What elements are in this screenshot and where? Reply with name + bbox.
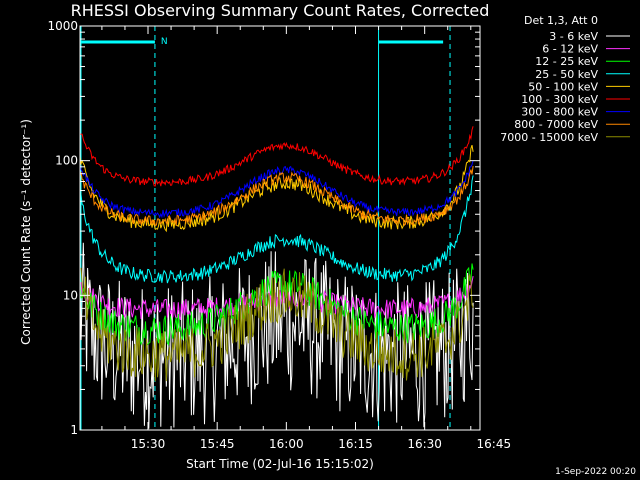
legend-entry-label: 3 - 6 keV	[549, 30, 598, 43]
legend-entry-label: 7000 - 15000 keV	[500, 131, 598, 144]
plot-area: N	[79, 26, 474, 430]
series-line	[79, 175, 474, 284]
x-tick-label: 16:00	[269, 437, 304, 451]
x-tick-label: 15:30	[131, 437, 166, 451]
legend-entry-label: 25 - 50 keV	[535, 68, 598, 81]
series-line	[79, 263, 474, 346]
series-line	[79, 267, 474, 382]
axes: 1 10 100 1000 15:30 15:45 16:00 16:15 16:30 16:45	[47, 19, 511, 451]
chart-title: RHESSI Observing Summary Count Rates, Co…	[71, 1, 490, 20]
x-tick-label: 16:30	[407, 437, 442, 451]
legend-entry-label: 800 - 7000 keV	[514, 118, 598, 131]
y-tick-label: 10	[63, 288, 78, 302]
x-tick-label: 15:45	[200, 437, 235, 451]
y-axis-label: Corrected Count Rate (s⁻¹ detector⁻¹)	[19, 119, 33, 345]
legend-entry-label: 300 - 800 keV	[521, 106, 598, 119]
plot-frame	[79, 25, 481, 431]
legend-entry-label: 6 - 12 keV	[542, 43, 598, 56]
x-axis-label: Start Time (02-Jul-16 15:15:02)	[186, 457, 374, 471]
y-tick-label: 1000	[47, 19, 78, 33]
series-line	[79, 126, 474, 187]
legend-entry-label: 50 - 100 keV	[528, 80, 598, 93]
y-tick-label: 1	[70, 423, 78, 437]
y-tick-label: 100	[55, 154, 78, 168]
series-line	[79, 160, 474, 219]
series-line	[79, 144, 474, 233]
x-tick-label: 16:45	[477, 437, 512, 451]
x-tick-label: 16:15	[338, 437, 373, 451]
timestamp: 1-Sep-2022 00:20	[555, 467, 636, 477]
series-line	[79, 165, 474, 227]
series-line	[79, 242, 474, 429]
legend-entry-label: 100 - 300 keV	[521, 93, 598, 106]
series-line	[79, 276, 474, 321]
legend-header: Det 1,3, Att 0	[524, 14, 598, 27]
legend-entry-label: 12 - 25 keV	[535, 55, 598, 68]
flag-night-label: N	[161, 37, 168, 47]
